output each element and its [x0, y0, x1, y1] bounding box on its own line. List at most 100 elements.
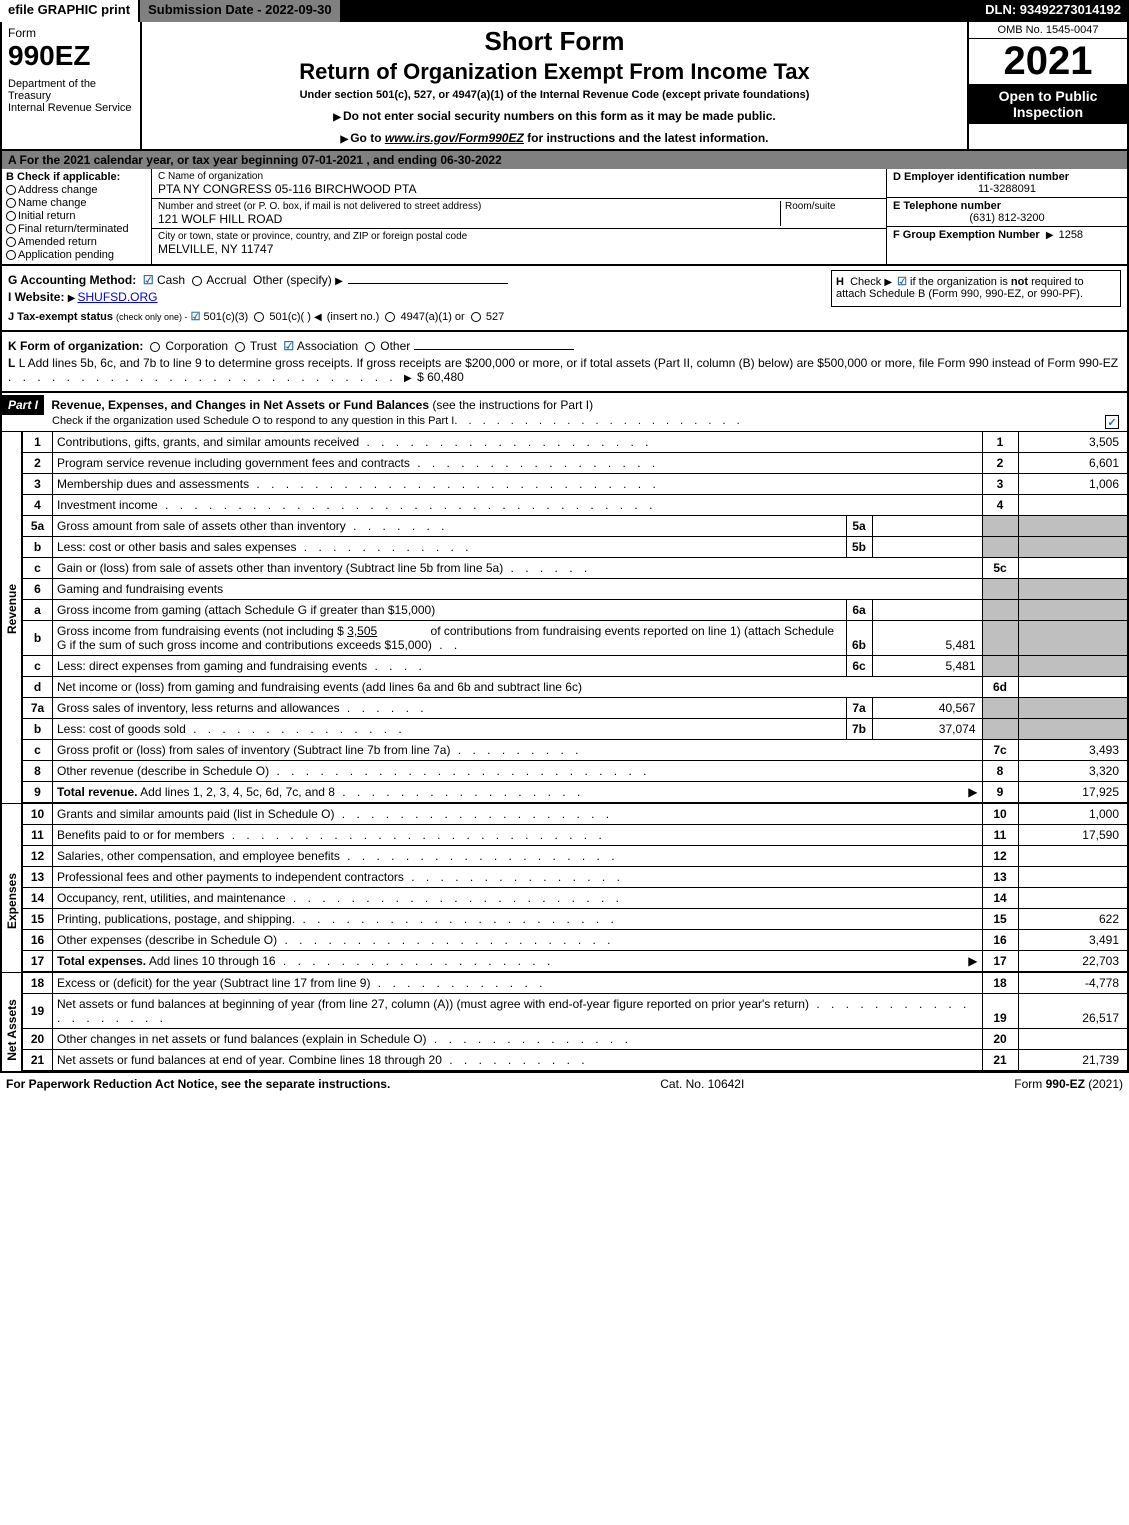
line-8-text: Other revenue (describe in Schedule O) .…: [53, 761, 983, 782]
line-l-gross-receipts: L L Add lines 5b, 6c, and 7b to line 9 t…: [8, 356, 1121, 384]
revenue-table: 1Contributions, gifts, grants, and simil…: [22, 432, 1129, 803]
check-final-return[interactable]: Final return/terminated: [6, 223, 147, 235]
check-name-change[interactable]: Name change: [6, 197, 147, 209]
telephone-label: E Telephone number: [893, 200, 1121, 212]
check-application-pending[interactable]: Application pending: [6, 249, 147, 261]
row-a-tax-year: A For the 2021 calendar year, or tax yea…: [0, 151, 1129, 169]
line-11-rnum: 11: [982, 825, 1018, 846]
line-3-text: Membership dues and assessments . . . . …: [53, 474, 983, 495]
line-5c-text: Gain or (loss) from sale of assets other…: [53, 558, 983, 579]
open-inspection-badge: Open to Public Inspection: [969, 84, 1127, 124]
goto-pre: Go to: [350, 131, 385, 145]
checkbox-icon[interactable]: [385, 312, 395, 322]
k-trust-label: Trust: [250, 339, 277, 353]
grey-cell: [982, 698, 1018, 719]
k-label: K Form of organization:: [8, 339, 143, 353]
line-6d-text: Net income or (loss) from gaming and fun…: [53, 677, 983, 698]
line-5c-rnum: 5c: [982, 558, 1018, 579]
line-7c-text: Gross profit or (loss) from sales of inv…: [53, 740, 983, 761]
line-3-amount: 1,006: [1018, 474, 1128, 495]
header-left: Form 990EZ Department of the Treasury In…: [2, 22, 142, 149]
part-1-title: Revenue, Expenses, and Changes in Net As…: [51, 398, 429, 412]
efile-print-label[interactable]: efile GRAPHIC print: [0, 0, 138, 22]
line-j-tax-exempt: J Tax-exempt status (check only one) - ☑…: [8, 310, 1121, 323]
line-10-amount: 1,000: [1018, 804, 1128, 825]
website-link[interactable]: SHUFSD.ORG: [78, 290, 158, 304]
footer-form-label: Form 990-EZ (2021): [1014, 1077, 1123, 1091]
line-6b-subval: 5,481: [872, 621, 982, 656]
section-bcd: B Check if applicable: Address change Na…: [0, 169, 1129, 266]
line-4-rnum: 4: [982, 495, 1018, 516]
line-5c-num: c: [23, 558, 53, 579]
telephone-row: E Telephone number (631) 812-3200: [887, 198, 1127, 227]
g-other-input[interactable]: [348, 283, 508, 284]
website-value: SHUFSD.ORG: [78, 290, 158, 304]
footer-catalog-number: Cat. No. 10642I: [660, 1077, 744, 1091]
g-other-label: Other (specify): [253, 273, 332, 287]
checkbox-icon[interactable]: [254, 312, 264, 322]
irs-link[interactable]: www.irs.gov/Form990EZ: [385, 131, 524, 145]
line-6c-subval: 5,481: [872, 656, 982, 677]
grey-cell: [1018, 698, 1128, 719]
line-13-rnum: 13: [982, 867, 1018, 888]
checkbox-icon[interactable]: [150, 342, 160, 352]
box-d: D Employer identification number 11-3288…: [887, 169, 1127, 264]
line-6a-num: a: [23, 600, 53, 621]
page-footer: For Paperwork Reduction Act Notice, see …: [0, 1071, 1129, 1095]
dln-label: DLN: 93492273014192: [977, 0, 1129, 22]
g-accrual-label: Accrual: [206, 273, 246, 287]
department-label: Department of the Treasury Internal Reve…: [8, 78, 134, 114]
part-1-badge: Part I: [2, 395, 44, 415]
check-amended-return-label: Amended return: [18, 236, 97, 248]
form-number: 990EZ: [8, 40, 134, 72]
expenses-table: 10Grants and similar amounts paid (list …: [22, 804, 1129, 972]
grey-cell: [982, 621, 1018, 656]
line-7b-subval: 37,074: [872, 719, 982, 740]
line-17-rnum: 17: [982, 951, 1018, 972]
omb-number: OMB No. 1545-0047: [969, 22, 1127, 39]
line-8-amount: 3,320: [1018, 761, 1128, 782]
expenses-section: Expenses 10Grants and similar amounts pa…: [0, 804, 1129, 973]
line-9-text: Total revenue. Add lines 1, 2, 3, 4, 5c,…: [53, 782, 983, 803]
checkbox-icon[interactable]: [192, 276, 202, 286]
k-other-input[interactable]: [414, 349, 574, 350]
line-4-amount: [1018, 495, 1128, 516]
grey-cell: [1018, 656, 1128, 677]
line-5a-subval: [872, 516, 982, 537]
line-14-num: 14: [23, 888, 53, 909]
under-section-text: Under section 501(c), 527, or 4947(a)(1)…: [150, 89, 959, 101]
line-10-text: Grants and similar amounts paid (list in…: [53, 804, 983, 825]
line-5a-num: 5a: [23, 516, 53, 537]
j-527-label: 527: [486, 311, 504, 323]
street-row: Number and street (or P. O. box, if mail…: [152, 199, 886, 229]
checkbox-icon[interactable]: ✓: [1105, 415, 1119, 429]
i-label: I Website:: [8, 290, 68, 304]
check-application-pending-label: Application pending: [18, 249, 114, 261]
line-21-num: 21: [23, 1050, 53, 1071]
line-19-amount: 26,517: [1018, 994, 1128, 1029]
check-address-change[interactable]: Address change: [6, 184, 147, 196]
line-16-text: Other expenses (describe in Schedule O) …: [53, 930, 983, 951]
net-assets-label-text: Net Assets: [5, 980, 19, 1080]
short-form-title: Short Form: [150, 26, 959, 57]
form-header: Form 990EZ Department of the Treasury In…: [0, 22, 1129, 151]
check-initial-return[interactable]: Initial return: [6, 210, 147, 222]
g-label: G Accounting Method:: [8, 273, 136, 287]
revenue-section: Revenue 1Contributions, gifts, grants, a…: [0, 432, 1129, 804]
expenses-vertical-label: Expenses: [0, 804, 22, 972]
line-6b-num: b: [23, 621, 53, 656]
checkbox-icon[interactable]: [365, 342, 375, 352]
checkbox-icon[interactable]: [471, 312, 481, 322]
line-4-text: Investment income . . . . . . . . . . . …: [53, 495, 983, 516]
check-amended-return[interactable]: Amended return: [6, 236, 147, 248]
grey-cell: [1018, 621, 1128, 656]
line-1-text: Contributions, gifts, grants, and simila…: [53, 432, 983, 453]
header-center: Short Form Return of Organization Exempt…: [142, 22, 967, 149]
grey-cell: [982, 516, 1018, 537]
line-5a-sub: 5a: [846, 516, 872, 537]
group-exemption-value: 1258: [1059, 229, 1083, 241]
checkbox-icon[interactable]: [235, 342, 245, 352]
grey-cell: [1018, 600, 1128, 621]
line-6a-sub: 6a: [846, 600, 872, 621]
box-c: C Name of organization PTA NY CONGRESS 0…: [152, 169, 887, 264]
